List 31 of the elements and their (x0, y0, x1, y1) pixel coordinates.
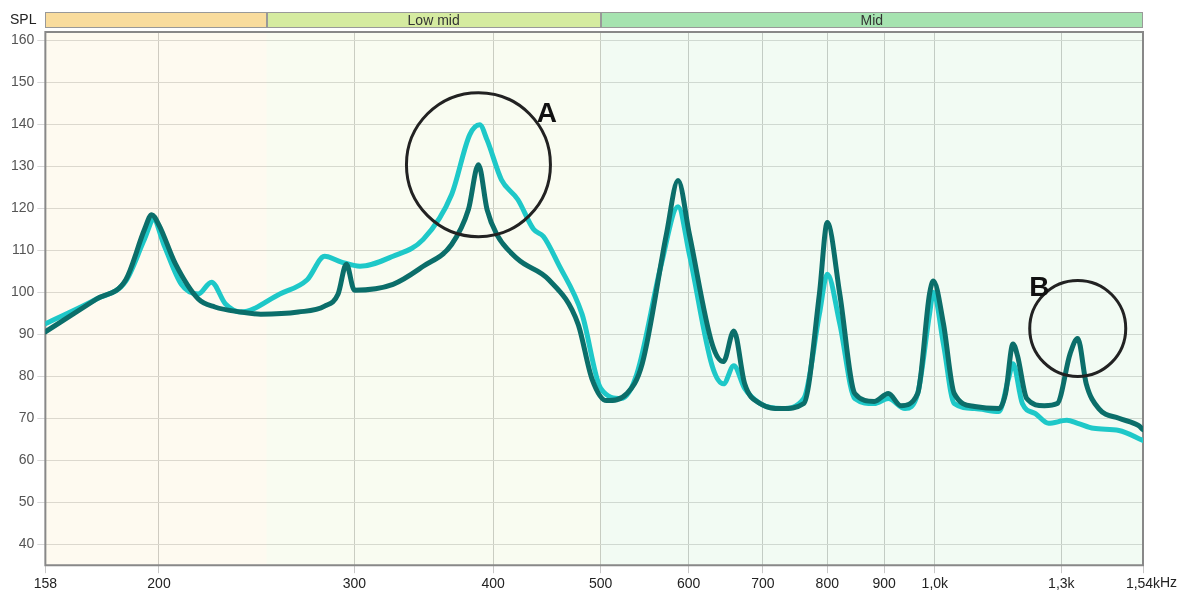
y-tick-label: 160 (11, 31, 35, 48)
x-tick-label: 400 (481, 575, 506, 592)
y-tick-label: 50 (18, 493, 35, 510)
y-tick-label: 100 (11, 283, 35, 300)
band-label: Low mid (266, 12, 601, 28)
y-tick-label: 60 (18, 451, 35, 468)
y-tick-label: 70 (18, 409, 35, 426)
annotation: A (536, 96, 557, 128)
y-tick-label: 130 (11, 157, 35, 174)
x-tick-label: 1,54k (1125, 575, 1162, 592)
x-tick-label: 200 (147, 575, 171, 592)
y-tick-label: 140 (11, 115, 35, 132)
x-tick-label: 1,0k (921, 575, 950, 592)
y-tick-label: 110 (12, 241, 35, 258)
y-tick-label: 150 (11, 73, 35, 90)
x-tick-label: 900 (872, 575, 896, 592)
x-tick-label: 158 (33, 575, 58, 592)
x-tick-label: 1,3k (1048, 575, 1076, 592)
y-tick-label: 80 (18, 367, 35, 384)
x-tick-label: 600 (676, 575, 701, 592)
band-label: Mid (600, 12, 1143, 28)
x-tick-label: 800 (815, 575, 840, 592)
x-tick-label: 700 (751, 575, 775, 592)
y-tick-label: 90 (18, 325, 35, 342)
x-tick-label: 300 (342, 575, 367, 592)
y-tick-label: 40 (18, 535, 35, 552)
x-axis-title: Hz (1160, 574, 1178, 591)
annotation: B (1029, 270, 1050, 302)
y-axis-title: SPL (10, 10, 37, 27)
y-tick-label: 120 (11, 199, 35, 216)
x-tick-label: 500 (589, 575, 613, 592)
